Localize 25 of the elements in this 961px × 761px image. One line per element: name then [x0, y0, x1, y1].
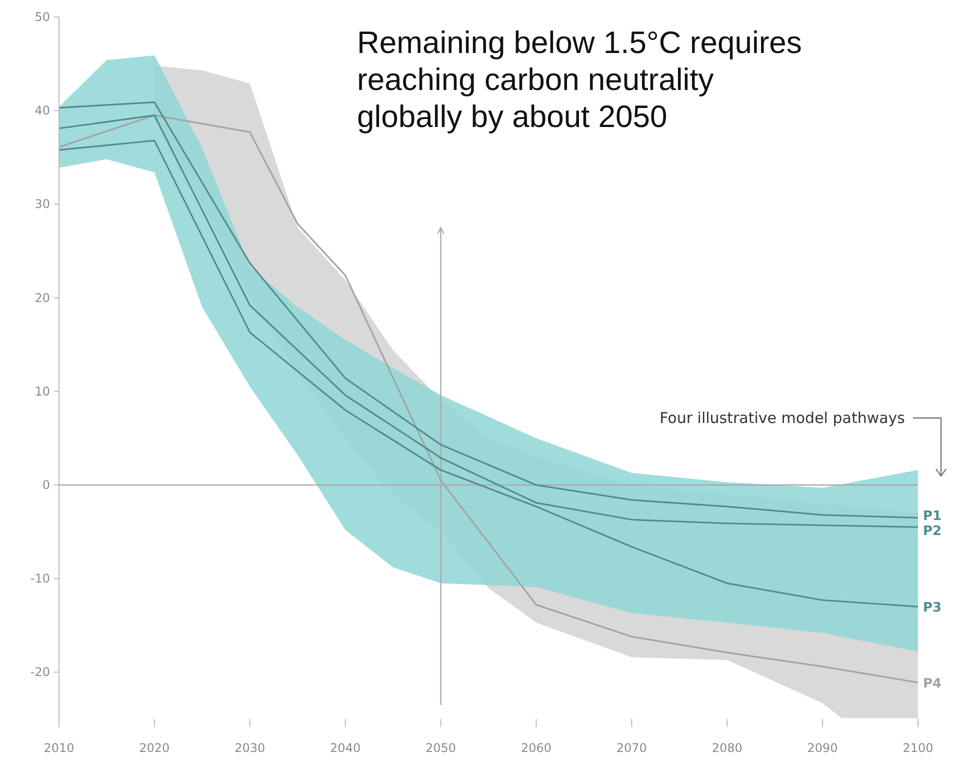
y-tick-label: 0 — [42, 478, 50, 492]
y-tick-label: 10 — [34, 384, 50, 398]
y-tick-label: 30 — [34, 197, 50, 212]
text: Remaining below 1.5°C requires reaching carbon neutrality globally by about 2050 — [357, 25, 802, 134]
y-tick-label: -10 — [30, 572, 50, 586]
x-tick-label: 2020 — [139, 741, 170, 755]
x-tick-label: 2080 — [712, 741, 742, 755]
x-tick-label: 2090 — [807, 741, 838, 755]
line-series — [58, 140, 919, 608]
x-tick-label: 2070 — [616, 741, 647, 755]
series-label: P1 — [923, 508, 942, 524]
series-label: P3 — [923, 600, 942, 616]
annotation: Four illustrative model pathways — [660, 409, 906, 427]
x-tick-label: 2040 — [330, 741, 361, 755]
x-tick-label: 2010 — [44, 741, 74, 755]
y-tick-label: 20 — [34, 290, 50, 305]
x-tick-label: 2050 — [426, 741, 456, 755]
x-tick-label: 2030 — [234, 741, 266, 755]
x-tick-label: 2060 — [520, 741, 552, 755]
series-label: P2 — [923, 524, 942, 539]
series-label: P4 — [923, 676, 942, 692]
x-tick-label: 2100 — [902, 741, 934, 755]
y-tick-label: -20 — [30, 665, 50, 680]
y-tick-label: 50 — [34, 10, 50, 24]
y-tick-label: 40 — [34, 104, 50, 118]
